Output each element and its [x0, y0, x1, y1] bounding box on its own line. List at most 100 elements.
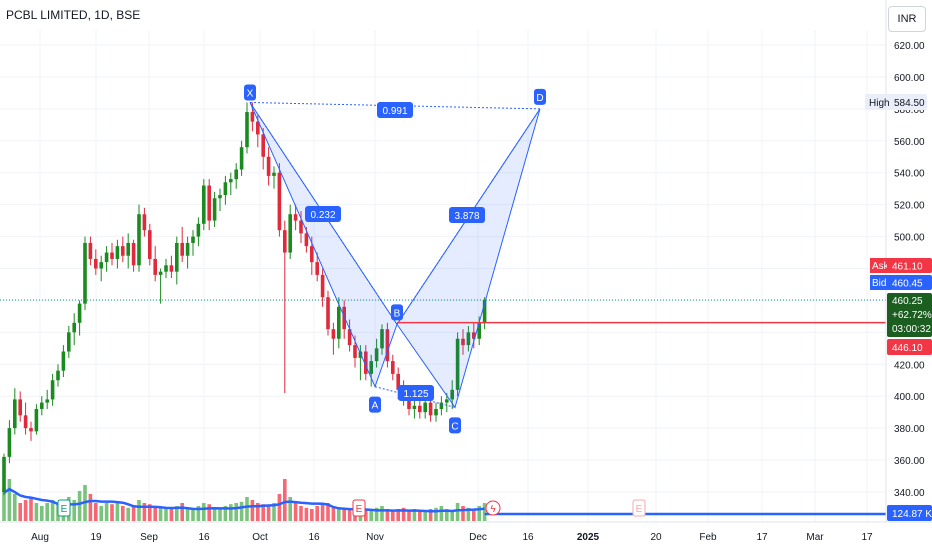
- volume-bar: [207, 504, 211, 521]
- high-label: High: [869, 98, 890, 109]
- x-tick-label: 2025: [577, 532, 600, 543]
- candle: [353, 345, 357, 358]
- y-tick-label: 620.00: [894, 41, 925, 52]
- candle: [158, 271, 163, 275]
- candle: [396, 373, 400, 390]
- ratio-bd-label-bg: [449, 207, 485, 223]
- ratio-xb-label: 0.232: [310, 210, 335, 221]
- volume-bar: [245, 497, 249, 521]
- volume-bar: [385, 509, 390, 521]
- candle: [153, 258, 157, 275]
- volume-bar: [126, 507, 130, 521]
- candle: [180, 242, 184, 256]
- x-tick-label: Mar: [806, 532, 824, 543]
- earnings-marker: E: [61, 504, 68, 515]
- candle: [283, 230, 287, 253]
- volume-bar: [131, 506, 136, 521]
- last-price: 460.25: [892, 296, 923, 307]
- candle: [131, 242, 136, 266]
- harmonic-pattern[interactable]: X A B C D 0.991 0.232 3.878 1.125: [244, 84, 546, 434]
- candle: [7, 428, 12, 457]
- volume-bar: [380, 506, 384, 521]
- volume-bar: [283, 479, 287, 521]
- volume-bar: [434, 507, 438, 521]
- volume-bar: [164, 509, 168, 521]
- volume-bar: [153, 506, 157, 521]
- candle: [23, 415, 28, 429]
- candle: [266, 156, 271, 176]
- volume-bar: [99, 506, 103, 521]
- candle: [482, 300, 487, 323]
- volume-bar: [288, 497, 292, 521]
- volume-value: 124.87 K: [892, 509, 932, 520]
- candle: [261, 134, 265, 157]
- volume-bar: [239, 501, 244, 521]
- point-a-label-bg: [369, 396, 381, 413]
- candle: [418, 405, 422, 413]
- candle: [385, 329, 390, 362]
- candle: [115, 246, 120, 259]
- candle: [56, 370, 60, 381]
- y-tick-label: 540.00: [894, 169, 925, 180]
- volume-bar: [88, 494, 93, 521]
- volume-bar: [423, 510, 427, 521]
- ref-price-bg: [887, 339, 932, 355]
- candle: [148, 230, 152, 259]
- earnings-marker-bg: [352, 499, 366, 517]
- candle: [99, 262, 103, 269]
- volume-bar: [256, 503, 260, 521]
- volume-bar: [115, 503, 120, 521]
- candle: [121, 246, 125, 256]
- change-pct: +62.72%: [892, 310, 932, 321]
- x-tick-label: 19: [90, 532, 102, 543]
- y-tick-label: 340.00: [894, 488, 925, 499]
- candle: [34, 408, 39, 432]
- volume-bar: [401, 507, 406, 521]
- candle: [126, 242, 130, 256]
- volume-bar: [13, 494, 17, 521]
- x-tick-label: 17: [861, 532, 873, 543]
- candle: [40, 402, 44, 409]
- ask-label-bg: [870, 258, 890, 273]
- point-c-label: C: [451, 421, 458, 432]
- candle: [239, 147, 244, 170]
- volume-bar: [461, 506, 465, 521]
- last-price-bg: [887, 293, 932, 337]
- ref-price: 446.10: [892, 343, 923, 354]
- bid-value: 460.45: [892, 279, 923, 290]
- y-tick-label: 380.00: [894, 424, 925, 435]
- volume-bar: [266, 506, 271, 521]
- volume-bar: [223, 506, 228, 521]
- time-axis[interactable]: Aug 19 Sep 16 Oct 16 Nov Dec 16 2025 20 Feb 17 Mar 17: [0, 521, 932, 543]
- x-tick-label: Oct: [252, 532, 268, 543]
- volume-bar: [175, 506, 179, 521]
- volume-bar: [45, 503, 49, 521]
- candle: [45, 399, 49, 403]
- point-b-label-bg: [391, 304, 403, 321]
- volume-bar: [261, 504, 265, 521]
- volume-bar: [110, 504, 114, 521]
- candle: [320, 274, 325, 298]
- y-tick-label: 580.00: [894, 105, 925, 116]
- volume-bar: [299, 506, 303, 521]
- earnings-marker: E: [636, 504, 643, 515]
- volume-bar: [142, 503, 147, 521]
- candle: [299, 220, 303, 234]
- candle: [202, 185, 206, 224]
- candle: [142, 214, 147, 231]
- x-tick-label: 16: [308, 532, 320, 543]
- volume-bar: [466, 507, 471, 521]
- ratio-xd-label: 0.991: [382, 106, 407, 117]
- candle: [77, 303, 82, 323]
- point-c-label-bg: [449, 417, 461, 434]
- volume-bar: [418, 512, 422, 521]
- ratio-ac-label-bg: [398, 385, 434, 401]
- volume-bar: [196, 506, 201, 521]
- candle: [342, 306, 346, 330]
- y-tick-label: 520.00: [894, 201, 925, 212]
- currency-button[interactable]: INR: [888, 6, 926, 32]
- candle: [407, 399, 411, 409]
- candle: [223, 182, 228, 196]
- volume-bar: [428, 509, 433, 521]
